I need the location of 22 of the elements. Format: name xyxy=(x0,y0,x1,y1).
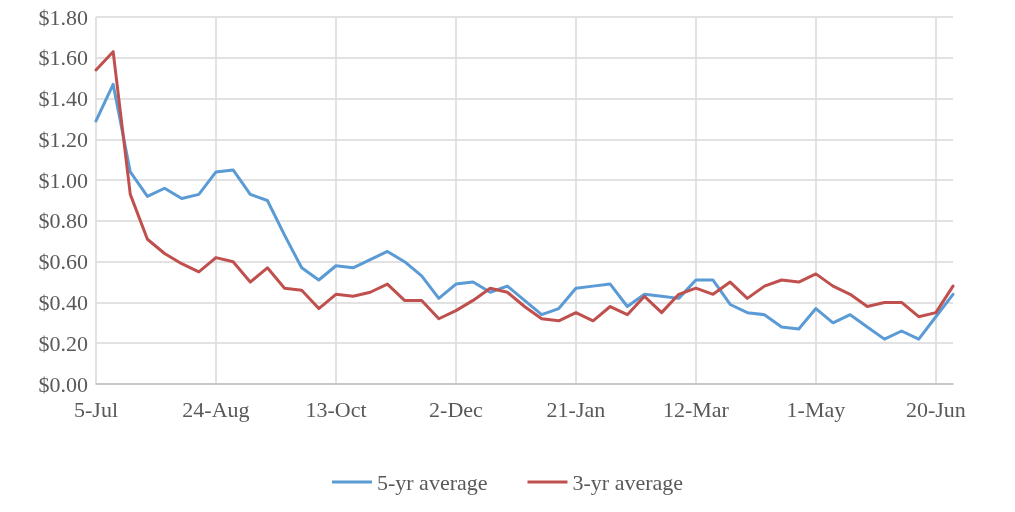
y-tick-label: $1.00 xyxy=(38,167,88,193)
x-tick-label: 13-Oct xyxy=(305,396,367,422)
x-tick-label: 20-Jun xyxy=(905,396,966,422)
line-series xyxy=(94,50,955,323)
x-tick-label: 12-Mar xyxy=(662,396,730,422)
x-tick-label: 5-Jul xyxy=(74,396,118,422)
y-tick-label: $0.40 xyxy=(38,289,88,315)
x-tick-label: 2-Dec xyxy=(429,396,484,422)
y-tick-label: $1.40 xyxy=(38,86,88,112)
y-tick-label: $0.60 xyxy=(38,249,88,275)
y-tick-label: $1.60 xyxy=(38,45,88,71)
x-tick-label: 21-Jan xyxy=(546,396,606,422)
y-tick-label: $0.80 xyxy=(38,208,88,234)
legend-label: 5-yr average xyxy=(376,469,488,495)
y-tick-label: $1.80 xyxy=(38,4,88,30)
y-tick-label: $0.00 xyxy=(38,371,88,397)
y-tick-label: $1.20 xyxy=(38,126,88,152)
line-series xyxy=(94,82,955,341)
x-tick-label: 24-Aug xyxy=(182,396,250,422)
x-tick-label: 1-May xyxy=(786,396,846,422)
legend-label: 3-yr average xyxy=(572,469,684,495)
y-tick-label: $0.20 xyxy=(38,330,88,356)
